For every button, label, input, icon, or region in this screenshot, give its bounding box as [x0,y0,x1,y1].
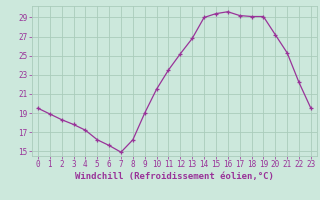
X-axis label: Windchill (Refroidissement éolien,°C): Windchill (Refroidissement éolien,°C) [75,172,274,181]
